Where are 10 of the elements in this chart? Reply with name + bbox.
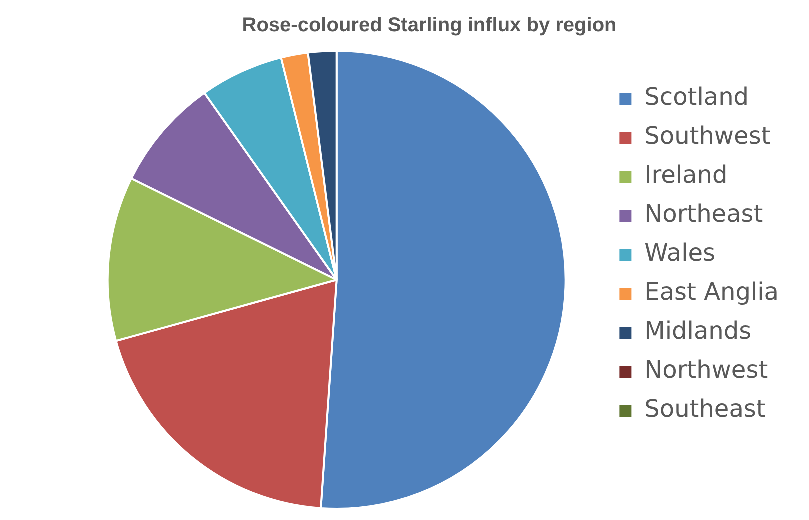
legend-label: Northwest: [644, 356, 768, 384]
legend-label: Ireland: [644, 161, 728, 190]
legend-label: Northeast: [644, 200, 764, 228]
legend-label: Wales: [644, 239, 716, 268]
legend-label: Southwest: [644, 122, 771, 150]
legend-label: East Anglia: [644, 278, 780, 306]
chart-title: Rose-coloured Starling influx by region: [242, 14, 617, 37]
legend-label: Southeast: [644, 395, 766, 424]
legend-label: Scotland: [644, 83, 750, 112]
legend-label: Midlands: [644, 317, 752, 346]
